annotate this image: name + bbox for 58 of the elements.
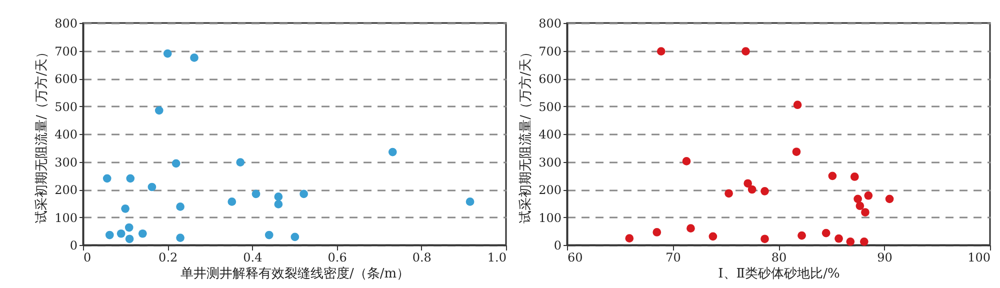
x-tick-label: 0 — [84, 250, 92, 264]
y-tick-label: 500 — [538, 100, 562, 114]
x-tick-label: 0.8 — [412, 250, 432, 264]
y-tick-label: 400 — [538, 128, 562, 142]
y-tick-label: 400 — [54, 128, 78, 142]
point — [176, 234, 184, 242]
point — [300, 190, 308, 198]
x-tick-label: 0.4 — [243, 250, 263, 264]
point — [466, 198, 474, 206]
point — [264, 230, 274, 240]
point — [274, 200, 283, 208]
point — [148, 182, 156, 192]
point — [105, 230, 114, 240]
point — [126, 174, 135, 183]
x-tick-label: 70 — [666, 250, 681, 264]
point — [154, 106, 164, 115]
point — [190, 54, 198, 62]
y-axis-title: 试采初期无阻流量/（万方/天） — [34, 46, 50, 224]
x-tick-label: 0.2 — [158, 250, 178, 264]
x-tick-label: 0.6 — [328, 250, 347, 264]
y-tick-label: 100 — [54, 210, 78, 225]
y-tick-label: 700 — [54, 44, 78, 58]
point — [290, 232, 300, 242]
point — [172, 159, 180, 168]
point — [102, 174, 112, 183]
x-axis-title: 单井测井解释有效裂缝线密度/（条/m） — [180, 266, 410, 282]
point — [125, 234, 134, 244]
x-tick-label: 100 — [968, 250, 990, 264]
x-axis-title: Ⅰ、Ⅱ类砂体砂地比/% — [718, 266, 840, 282]
point — [121, 204, 130, 213]
point — [274, 192, 283, 201]
point — [124, 223, 134, 232]
y-tick-label: 600 — [54, 72, 78, 86]
y-tick-label: 200 — [54, 183, 78, 197]
y-tick-label: 800 — [538, 16, 562, 30]
y-tick-label: 300 — [54, 155, 78, 170]
y-tick-label: 0 — [70, 238, 78, 252]
point — [252, 190, 260, 198]
y-tick-label: 500 — [54, 100, 78, 114]
x-tick-label: 90 — [877, 250, 892, 264]
y-tick-label: 300 — [538, 155, 562, 170]
y-tick-label: 200 — [538, 183, 562, 197]
y-tick-label: 800 — [54, 16, 78, 30]
y-tick-label: 100 — [538, 210, 562, 225]
point — [236, 158, 245, 166]
point — [138, 229, 147, 238]
y-axis-title: 试采初期无阻流量/（万方/天） — [518, 46, 534, 224]
y-tick-label: 700 — [538, 44, 562, 58]
point — [116, 229, 126, 238]
point — [163, 49, 172, 58]
point — [176, 202, 184, 211]
y-tick-label: 600 — [538, 72, 562, 86]
point — [388, 148, 397, 156]
point — [228, 198, 236, 206]
y-tick-label: 0 — [554, 238, 562, 252]
x-tick-label: 60 — [568, 250, 583, 264]
x-tick-label: 1.0 — [487, 250, 506, 264]
x-tick-label: 80 — [771, 250, 787, 264]
